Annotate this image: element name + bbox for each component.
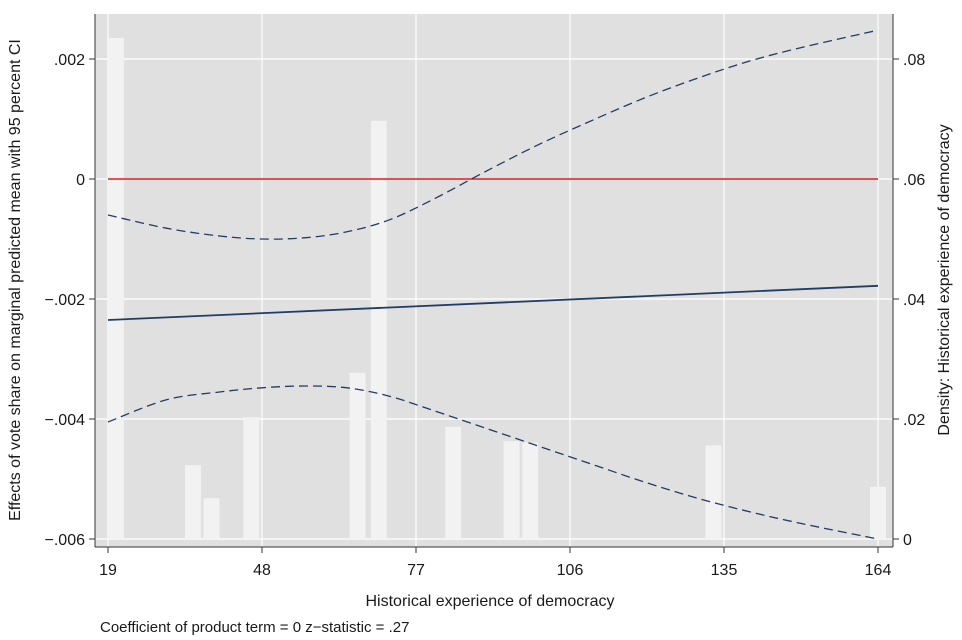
y-tick-label: −.004 [45, 412, 86, 429]
y-tick-label: −.006 [45, 532, 86, 549]
x-tick-label: 135 [711, 562, 738, 579]
density-bar [203, 498, 220, 539]
y-tick-label: 0 [76, 172, 85, 189]
ci-lower-line [107, 385, 879, 540]
density-bar [445, 426, 462, 539]
x-tick-label: 19 [99, 562, 117, 579]
y2-tick-label: .08 [903, 52, 925, 69]
y2-axis-label: Density: Historical experience of democr… [936, 124, 953, 435]
density-bar [243, 417, 260, 539]
y-axis-label: Effects of vote share on marginal predic… [7, 39, 24, 521]
density-bar [503, 441, 520, 539]
plot-background [95, 14, 893, 547]
density-bar [870, 486, 886, 539]
x-tick-label: 48 [253, 562, 271, 579]
density-bar [370, 120, 387, 540]
y2-tick-label: 0 [903, 532, 912, 549]
density-bar [522, 442, 539, 539]
density-bar [185, 465, 201, 539]
y2-tick-label: .04 [903, 292, 925, 309]
y2-tick-label: .06 [903, 172, 925, 189]
density-bar [349, 372, 366, 539]
footnote: Coefficient of product term = 0 z−statis… [100, 619, 409, 636]
x-tick-label: 77 [407, 562, 425, 579]
density-bar [705, 445, 722, 539]
density-bars [108, 38, 886, 540]
density-bar [108, 38, 124, 539]
y2-tick-label: .02 [903, 412, 925, 429]
x-tick-label: 106 [557, 562, 584, 579]
x-tick-label: 164 [865, 562, 892, 579]
y-tick-label: .002 [54, 52, 85, 69]
axes: .002 0 −.002 −.004 −.006 .08 .06 .04 .02 0 19 48 77 1… [45, 14, 925, 579]
x-axis-label: Historical experience of democracy [366, 593, 615, 610]
ci-upper-line [107, 29, 879, 240]
y-tick-label: −.002 [45, 292, 86, 309]
estimate-line [107, 284, 879, 321]
